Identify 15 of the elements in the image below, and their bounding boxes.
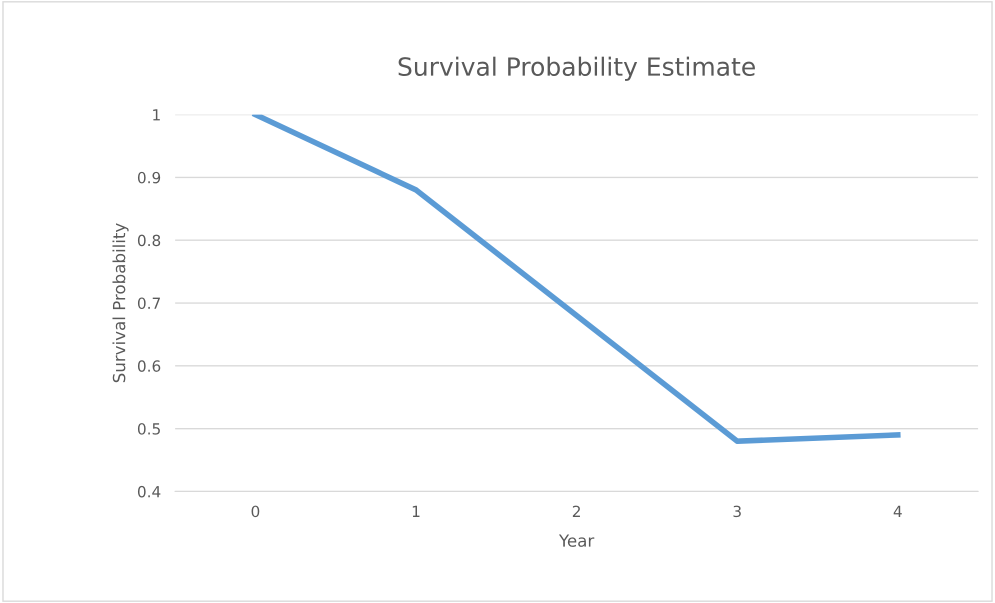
y-tick-label: 0.5 — [138, 423, 160, 435]
y-axis-title: Survival Probability — [112, 223, 129, 382]
x-tick-label: 4 — [894, 506, 902, 517]
x-tick-label: 1 — [412, 506, 420, 517]
x-axis-title: Year — [558, 534, 594, 547]
y-tick-label: 0.7 — [138, 297, 160, 310]
x-tick-label: 0 — [252, 506, 260, 518]
y-tick-label: 0.9 — [138, 172, 160, 184]
chart-title: Survival Probability Estimate — [398, 56, 755, 81]
y-tick-label: 0.6 — [138, 360, 160, 372]
x-tick-label: 2 — [572, 506, 580, 517]
y-tick-label: 0.8 — [138, 234, 160, 246]
y-tick-label: 1 — [153, 109, 160, 120]
y-tick-label: 0.4 — [138, 486, 160, 498]
x-tick-label: 3 — [734, 506, 741, 518]
